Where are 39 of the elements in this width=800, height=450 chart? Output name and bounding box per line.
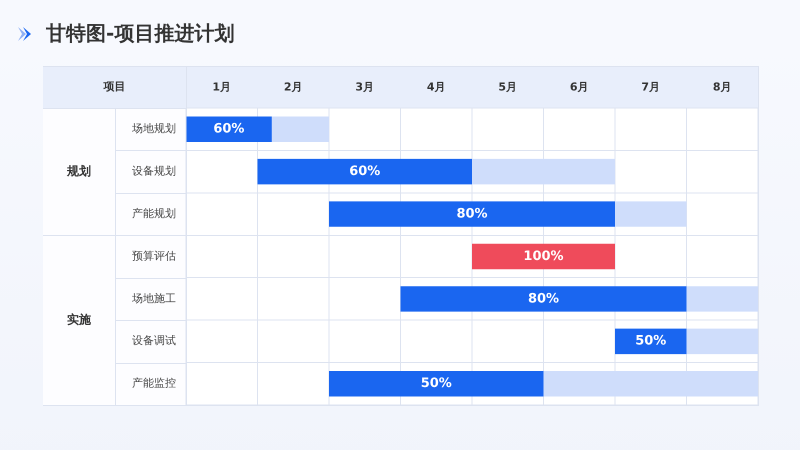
annotation: 80% (456, 206, 488, 222)
text: 实施 (67, 312, 92, 326)
bar (686, 328, 758, 354)
annotation: 50% (635, 334, 666, 349)
bar (472, 244, 615, 270)
chart-title: 甘特图-项目推进计划 (46, 20, 234, 47)
x-tick-label: 2月 (284, 80, 303, 94)
annotation: 50% (420, 376, 452, 392)
bar (686, 286, 758, 312)
x-tick-label: 7月 (641, 80, 660, 94)
x-tick-label: 6月 (570, 80, 589, 94)
annotation: 100% (523, 248, 564, 264)
bar (329, 201, 615, 227)
bar (544, 371, 758, 397)
bar (400, 286, 686, 312)
x-tick-label: 4月 (426, 80, 446, 94)
bar (272, 116, 329, 142)
y-tick-label: 设备规划 (132, 164, 176, 178)
bar (615, 328, 686, 354)
x-tick-label: 8月 (712, 80, 732, 94)
bar (186, 116, 272, 142)
annotation: 60% (213, 122, 244, 137)
x-tick-label: 1月 (212, 80, 232, 94)
y-tick-label: 设备调试 (132, 334, 176, 348)
x-tick-label: 3月 (355, 80, 374, 94)
x-tick-label: 5月 (498, 80, 518, 94)
y-tick-label: 场地施工 (131, 292, 176, 305)
bar (615, 201, 686, 227)
y-axis-title: 项目 (102, 80, 126, 93)
annotation: 60% (349, 164, 380, 180)
y-tick-label: 预算评估 (132, 249, 176, 262)
text: 规划 (66, 164, 91, 178)
bar (472, 158, 615, 184)
bar (329, 371, 544, 397)
y-tick-label: 产能监控 (132, 376, 176, 390)
y-tick-label: 产能规划 (132, 206, 176, 220)
bar (258, 158, 472, 184)
y-tick-label: 场地规划 (131, 122, 176, 136)
annotation: 80% (528, 291, 560, 306)
